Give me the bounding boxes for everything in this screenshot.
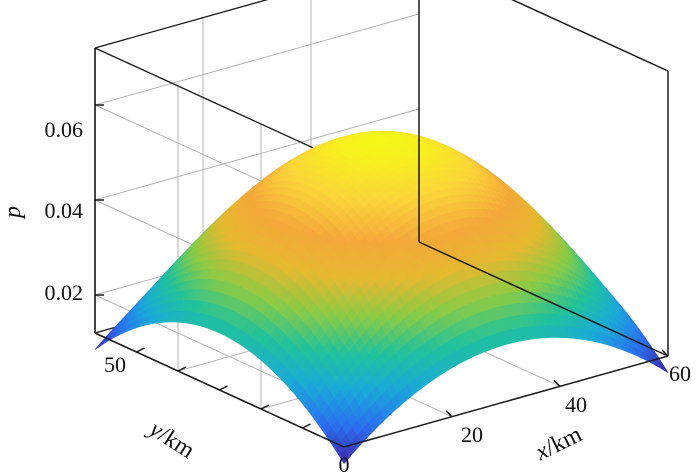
z-tick-label: 0.02 [45, 280, 84, 305]
x-axis-label: x/km [531, 421, 587, 466]
y-tick-label: 50 [104, 352, 126, 377]
y-tick-mark [260, 404, 270, 410]
x-axis-line [343, 355, 669, 448]
origin-tick-label: 0 [339, 452, 350, 476]
z-gridline-back-wall [94, 13, 420, 106]
top-right-edge [511, 0, 669, 72]
floor-right-edge [418, 241, 669, 357]
x-tick-label: 60 [669, 361, 691, 386]
z-tick-label: 0.06 [45, 117, 84, 142]
y-tick-mark [219, 385, 228, 391]
x-tick-label: 40 [565, 392, 587, 417]
surface-patch [657, 361, 669, 373]
y-axis-label: y/km [143, 415, 199, 464]
label-layer: p y/km x/km 0.02 0.04 0.06 50 0 20 40 60 [0, 117, 691, 476]
top-left-edge [94, 47, 345, 163]
front-axes-layer [94, 0, 669, 448]
x-tick-mark [445, 410, 453, 418]
y-tick-mark [136, 347, 145, 353]
x-tick-mark [553, 379, 561, 387]
z-gridline-back-wall [94, 108, 420, 201]
z-tick-label: 0.04 [45, 198, 84, 223]
top-back-edge [94, 0, 269, 49]
x-tick-label: 20 [461, 422, 483, 447]
z-axis-label: p [0, 206, 26, 220]
x-tick-mark [661, 349, 669, 357]
y-tick-mark [302, 423, 311, 429]
y-tick-mark [177, 366, 187, 372]
surface-layer [94, 130, 669, 465]
